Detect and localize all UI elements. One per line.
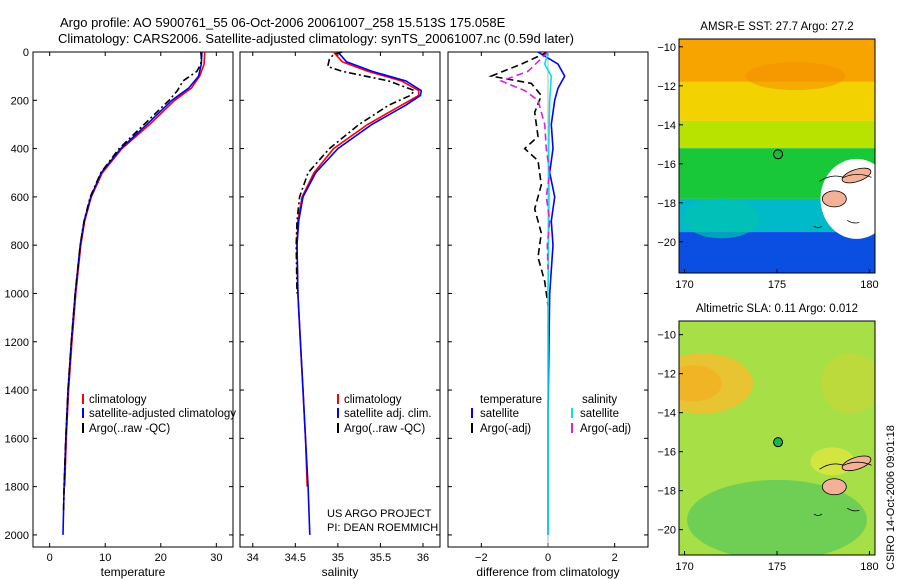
y-tick-label: 1800 (5, 482, 29, 494)
axes-frame (239, 51, 441, 548)
map-field (679, 39, 875, 273)
x-tick-label: −2 (475, 552, 488, 564)
sst-patch (683, 198, 760, 239)
plot-panels: 0 10 20 30020040060080010001200140016001800… (5, 21, 879, 579)
y-tick-label: −20 (657, 525, 676, 537)
y-tick-label: −10 (657, 42, 676, 54)
x-tick-label: 170 (675, 279, 693, 291)
y-tick-label: 0 (23, 47, 29, 59)
legend-entry: Argo(-adj) (480, 423, 531, 435)
panel-temperature: 0 10 20 30 0 200 400 600 800 1000 1200 1400 1600 1800… (5, 47, 237, 579)
series-line (62, 51, 203, 535)
legend-header: temperature (480, 394, 542, 406)
legend-entry: climatology (89, 394, 147, 406)
y-tick-label: 600 (11, 192, 29, 204)
x-tick-label: 10 (99, 552, 111, 564)
x-tick-label: 35 (332, 552, 344, 564)
y-tick-label: 1600 (5, 433, 29, 445)
figure-title-line1: Argo profile: AO 5900761_55 06-Oct-2006 … (60, 15, 506, 30)
y-tick-label: 1400 (5, 385, 29, 397)
series-line (62, 51, 203, 511)
island-vanua-levu (841, 455, 872, 472)
x-axis-label: salinity (322, 565, 359, 579)
island-outlines (813, 173, 872, 229)
figure-title-line2: Climatology: CARS2006. Satellite-adjuste… (58, 31, 574, 46)
map-field (679, 321, 875, 555)
x-tick-label: 20 (155, 552, 167, 564)
sst-patch (745, 62, 846, 91)
x-tick-label: 36 (417, 552, 429, 564)
argo-float-marker (773, 149, 784, 160)
credit-line2: PI: DEAN ROEMMICH (327, 522, 438, 534)
x-tick-label: 34 (247, 552, 259, 564)
y-tick-label: 400 (11, 144, 29, 156)
series-line (499, 51, 551, 270)
y-tick-label: −14 (657, 408, 676, 420)
series-line (295, 51, 416, 294)
x-tick-label: 35.5 (370, 552, 391, 564)
credit-line1: US ARGO PROJECT (327, 508, 432, 520)
legend-entry: satellite (480, 408, 519, 420)
y-tick-label: 1200 (5, 337, 29, 349)
island-outlines (813, 461, 872, 516)
y-tick-label: −12 (657, 369, 676, 381)
panel-salinity: 34 34.5 35 35.5 36 salinity climatology satelli… (239, 51, 441, 579)
y-tick-label: −18 (657, 198, 676, 210)
legend-entry: satellite adj. clim. (344, 408, 432, 420)
x-tick-label: 0 (47, 552, 53, 564)
y-tick-label: 2000 (5, 530, 29, 542)
x-tick-label: 175 (768, 279, 786, 291)
legend-header: salinity (582, 394, 617, 406)
y-tick-label: 800 (11, 240, 29, 252)
y-tick-label: −16 (657, 447, 676, 459)
y-tick-label: 200 (11, 95, 29, 107)
legend-entry: satellite (580, 408, 619, 420)
panel-sst_map: 170 175 180 −10 −12 −14 −16 −18 −20 AMSR-E SST: 2… (657, 21, 878, 291)
panel-sla_map: 170 175 180 −10 −12 −14 −16 −18 −20 Altimetric SL… (657, 303, 878, 573)
y-tick-label: −20 (657, 237, 676, 249)
y-tick-label: 1000 (5, 288, 29, 300)
y-tick-label: −10 (657, 330, 676, 342)
x-tick-label: 180 (860, 561, 878, 573)
y-tick-label: −18 (657, 486, 676, 498)
island-viti-levu (821, 478, 847, 496)
legend-entry: satellite-adjusted climatology (89, 408, 236, 420)
legend-entry: Argo(..raw -QC) (344, 423, 425, 435)
x-axis-label: difference from climatology (476, 565, 619, 579)
map-title: Altimetric SLA: 0.11 Argo: 0.012 (696, 303, 858, 315)
map-title: AMSR-E SST: 27.7 Argo: 27.2 (700, 21, 853, 33)
sla-patch (679, 365, 722, 402)
x-axis-label: temperature (101, 565, 166, 579)
sla-patch (820, 353, 875, 414)
sla-patch (687, 479, 867, 555)
x-tick-label: 2 (612, 552, 618, 564)
y-tick-label: −12 (657, 81, 676, 93)
island-vanua-levu (841, 167, 872, 184)
legend-entry: Argo(..raw -QC) (89, 423, 170, 435)
sst-band (679, 232, 875, 273)
legend-entry: Argo(-adj) (580, 423, 631, 435)
x-tick-label: 34.5 (285, 552, 306, 564)
side-timestamp: CSIRO 14-Oct-2006 09:01:18 (885, 425, 897, 570)
x-tick-label: 180 (860, 279, 878, 291)
x-tick-label: 175 (768, 561, 786, 573)
y-tick-label: −14 (657, 120, 676, 132)
x-tick-label: 170 (675, 561, 693, 573)
x-tick-label: 0 (545, 552, 551, 564)
series-line (296, 51, 423, 535)
series-line (543, 51, 553, 535)
sst-band (679, 120, 875, 149)
series-line (488, 51, 549, 306)
y-tick-label: −16 (657, 159, 676, 171)
argo-float-marker (773, 437, 784, 448)
x-tick-label: 30 (210, 552, 222, 564)
legend-entry: climatology (344, 394, 402, 406)
series-line (537, 51, 566, 535)
island-viti-levu (821, 190, 847, 208)
axes-frame (32, 51, 234, 548)
